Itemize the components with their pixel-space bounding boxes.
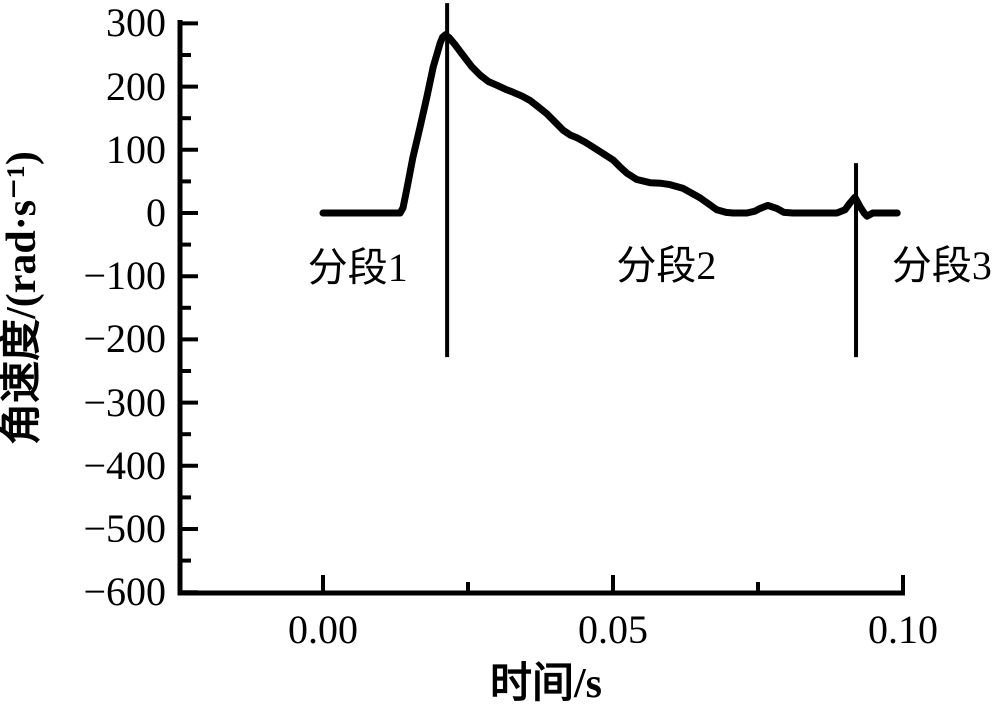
y-tick-label: −200 xyxy=(83,316,166,362)
segment-label: 分段3 xyxy=(891,243,992,289)
y-tick-label: −400 xyxy=(83,442,166,488)
angular-velocity-curve xyxy=(319,31,901,220)
y-tick-label: −500 xyxy=(83,506,166,551)
y-tick-label: 200 xyxy=(106,63,166,109)
y-tick-label: 100 xyxy=(106,126,166,172)
x-tick-label: 0.05 xyxy=(578,607,648,652)
x-tick-label: 0.00 xyxy=(288,607,358,652)
y-tick-label: −300 xyxy=(83,379,166,425)
y-tick-label: 0 xyxy=(146,190,166,235)
y-tick-label: 300 xyxy=(106,0,166,46)
y-tick-label: −600 xyxy=(83,569,166,615)
segment-label: 分段2 xyxy=(616,243,717,289)
segment-label: 分段1 xyxy=(307,244,408,290)
x-tick-label: 0.10 xyxy=(868,607,938,652)
x-axis-title: 时间/s xyxy=(489,661,602,707)
y-axis-title: 角速度/(rad·s⁻¹) xyxy=(0,151,45,445)
y-tick-label: −100 xyxy=(83,253,166,299)
